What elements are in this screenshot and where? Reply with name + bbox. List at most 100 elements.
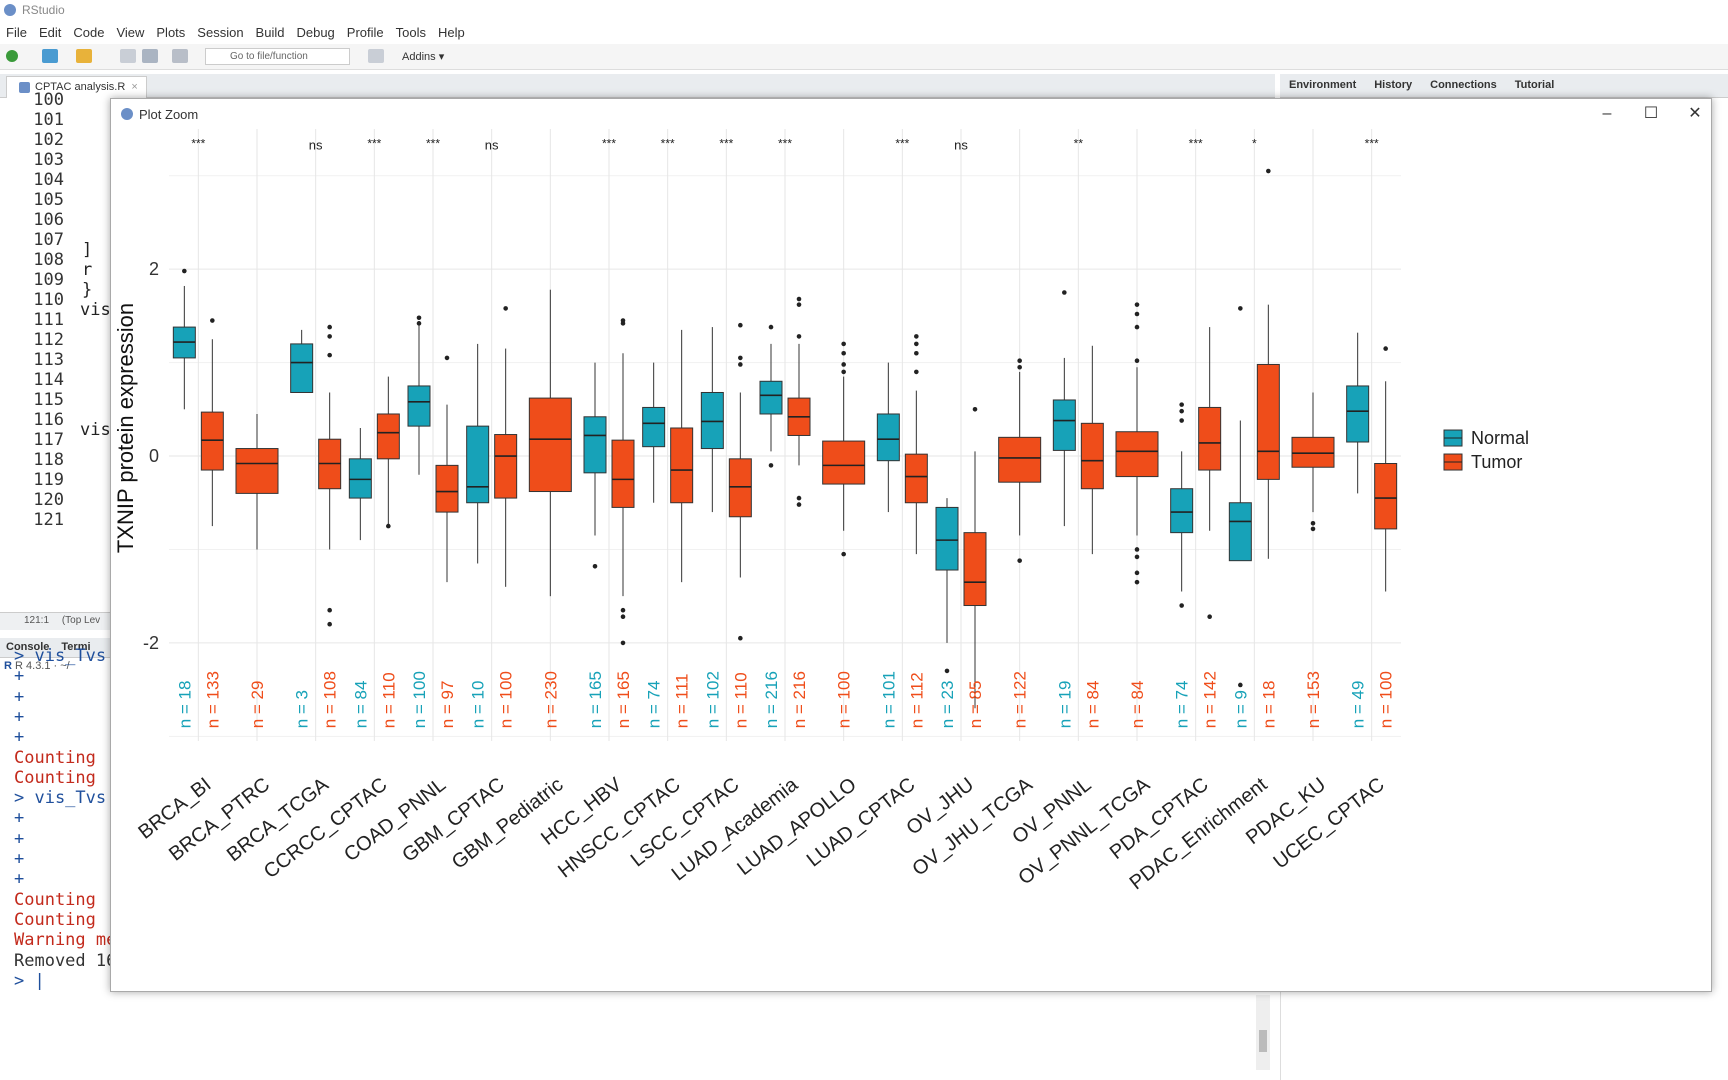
menu-help[interactable]: Help xyxy=(438,25,465,40)
outlier-point xyxy=(327,621,332,627)
outlier-point xyxy=(386,523,391,529)
open-file-icon[interactable] xyxy=(76,49,92,63)
outlier-point xyxy=(1238,682,1243,688)
console-line: + xyxy=(14,686,25,707)
y-axis-label: TXNIP protein expression xyxy=(113,303,138,553)
box-normal xyxy=(876,413,900,462)
code-fragment: } xyxy=(82,280,93,300)
tab-environment[interactable]: Environment xyxy=(1289,79,1357,91)
menu-bar: File Edit Code View Plots Session Build Debug Pr… xyxy=(0,22,1728,44)
n-label: n = 74 xyxy=(645,681,664,729)
scrollbar-thumb[interactable] xyxy=(1259,1030,1267,1052)
console-line: + xyxy=(14,828,25,849)
n-label: n = 142 xyxy=(1201,671,1220,728)
menu-code[interactable]: Code xyxy=(73,25,105,40)
menu-plots[interactable]: Plots xyxy=(156,25,186,40)
significance-label: *** xyxy=(602,137,616,151)
new-project-icon[interactable] xyxy=(42,49,58,63)
goto-file-input[interactable]: Go to file/function xyxy=(205,48,350,65)
outlier-point xyxy=(1134,554,1140,560)
code-fragment: r xyxy=(82,260,93,280)
significance-label: *** xyxy=(1365,137,1379,151)
close-tab-icon[interactable]: × xyxy=(131,81,138,93)
y-tick-label: 2 xyxy=(149,259,159,279)
outlier-point xyxy=(914,369,919,375)
rstudio-logo-icon xyxy=(121,108,133,120)
outlier-point xyxy=(1062,290,1067,295)
console-line: + xyxy=(14,666,25,687)
tab-tutorial[interactable]: Tutorial xyxy=(1514,79,1555,91)
workspace-panes-icon[interactable] xyxy=(368,49,384,63)
box-normal xyxy=(466,425,490,504)
scope-indicator[interactable]: (Top Lev xyxy=(61,615,101,626)
plot-zoom-window: Plot Zoom – ☐ ✕ -2 0 2 TXNIP protein expres… xyxy=(110,98,1712,992)
box-normal xyxy=(759,380,783,415)
menu-view[interactable]: View xyxy=(116,25,145,40)
addins-menu[interactable]: Addins ▾ xyxy=(402,51,445,63)
outlier-point xyxy=(1134,547,1140,552)
menu-build[interactable]: Build xyxy=(255,25,285,40)
maximize-button[interactable]: ☐ xyxy=(1643,105,1659,122)
menu-tools[interactable]: Tools xyxy=(395,25,426,40)
tab-connections[interactable]: Connections xyxy=(1430,79,1497,91)
significance-label: *** xyxy=(895,137,909,151)
code-fragment: vis xyxy=(80,300,111,320)
save-all-icon[interactable] xyxy=(142,49,158,63)
line-number: 118 xyxy=(33,450,64,470)
console-line: > vis_Tvs xyxy=(14,788,107,809)
console-tab-console[interactable]: Console xyxy=(6,641,50,653)
significance-label: ns xyxy=(485,138,499,153)
outlier-point xyxy=(768,324,774,330)
window-title: RStudio xyxy=(22,3,65,17)
console-scrollbar[interactable] xyxy=(1256,995,1270,1070)
source-editor[interactable]: ] r } vis vis 100 101 102 103 104 105 106 107 10… xyxy=(0,90,115,618)
close-button[interactable]: ✕ xyxy=(1688,105,1702,122)
x-tick-label: COAD_PNNL xyxy=(340,774,450,867)
line-number: 112 xyxy=(33,330,64,350)
box-tumor xyxy=(235,448,279,494)
plot-zoom-titlebar[interactable]: Plot Zoom – ☐ ✕ xyxy=(111,99,1711,129)
outlier-point xyxy=(620,640,626,646)
menu-debug[interactable]: Debug xyxy=(296,25,335,40)
outlier-point xyxy=(620,607,626,613)
significance-label: ns xyxy=(954,138,968,153)
menu-profile[interactable]: Profile xyxy=(346,25,384,40)
cursor-position: 121:1 xyxy=(24,615,50,626)
save-icon[interactable] xyxy=(120,49,136,63)
new-file-icon[interactable] xyxy=(6,50,18,62)
editor-tab-cptac[interactable]: CPTAC analysis.R × xyxy=(6,76,147,98)
menu-session[interactable]: Session xyxy=(197,25,244,40)
outlier-point xyxy=(1179,418,1184,423)
editor-status-bar: 121:1 (Top Lev xyxy=(0,612,115,630)
significance-label: *** xyxy=(778,137,792,151)
minimize-button[interactable]: – xyxy=(1602,105,1612,122)
box-tumor xyxy=(376,413,400,460)
outlier-point xyxy=(796,334,802,339)
n-label: n = 110 xyxy=(731,672,750,728)
window-titlebar: RStudio xyxy=(0,0,1728,22)
n-label: n = 19 xyxy=(1055,681,1074,729)
n-label: n = 110 xyxy=(379,672,398,728)
box-tumor xyxy=(728,458,752,518)
n-label: n = 49 xyxy=(1349,681,1368,729)
menu-file[interactable]: File xyxy=(6,25,27,40)
box-normal xyxy=(290,343,314,393)
box-tumor xyxy=(963,532,987,607)
box-tumor xyxy=(1374,462,1398,530)
outlier-point xyxy=(841,369,846,375)
tab-history[interactable]: History xyxy=(1374,79,1413,91)
line-number: 101 xyxy=(33,110,64,130)
significance-label: *** xyxy=(191,137,205,151)
line-number: 100 xyxy=(33,90,64,110)
box-normal xyxy=(700,391,724,450)
outlier-point xyxy=(444,355,450,361)
console-line: > vis_Tvs xyxy=(14,646,107,666)
console-tab-termi[interactable]: Termi xyxy=(61,641,91,653)
legend-label: Normal xyxy=(1471,428,1529,448)
outlier-point xyxy=(914,341,919,347)
print-icon[interactable] xyxy=(172,49,188,63)
menu-edit[interactable]: Edit xyxy=(38,25,62,40)
outlier-point xyxy=(210,318,215,323)
outlier-point xyxy=(1134,302,1140,307)
